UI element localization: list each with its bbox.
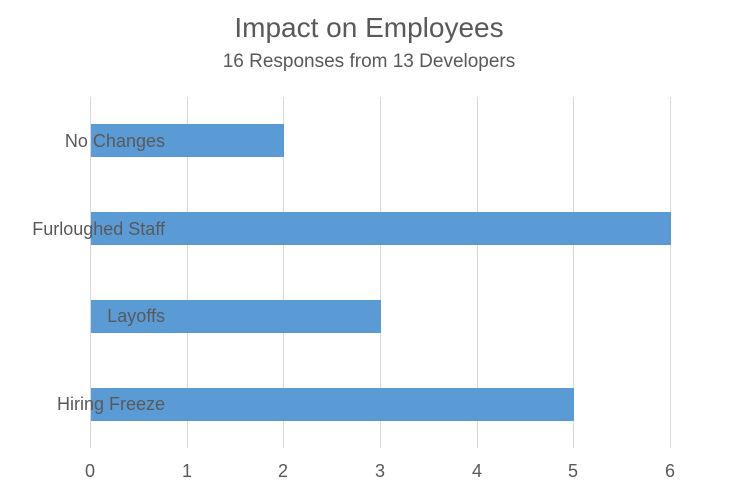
x-tick-label: 3 (374, 461, 385, 481)
bar (91, 124, 284, 157)
gridline (283, 97, 284, 448)
chart-subtitle: 16 Responses from 13 Developers (222, 51, 516, 72)
plot-area: No Changes Furloughed Staff Layoffs Hiring … (32, 97, 671, 448)
gridline (477, 97, 478, 448)
gridline (380, 97, 381, 448)
gridline (670, 97, 671, 448)
bar (91, 300, 381, 333)
bar (91, 388, 574, 421)
x-tick-label: 2 (277, 461, 288, 481)
x-tick-label: 5 (567, 461, 578, 481)
gridline (90, 97, 91, 448)
gridline (187, 97, 188, 448)
bar (91, 212, 671, 245)
category-label: Hiring Freeze (56, 394, 165, 414)
category-label: Layoffs (107, 306, 165, 326)
category-label: No Changes (64, 131, 165, 151)
x-tick-label: 0 (84, 461, 95, 481)
gridline (573, 97, 574, 448)
x-tick-label: 1 (181, 461, 192, 481)
x-tick-label: 4 (471, 461, 482, 481)
x-tick-label: 6 (664, 461, 675, 481)
category-label: Furloughed Staff (32, 219, 165, 239)
chart-title: Impact on Employees (234, 12, 504, 43)
